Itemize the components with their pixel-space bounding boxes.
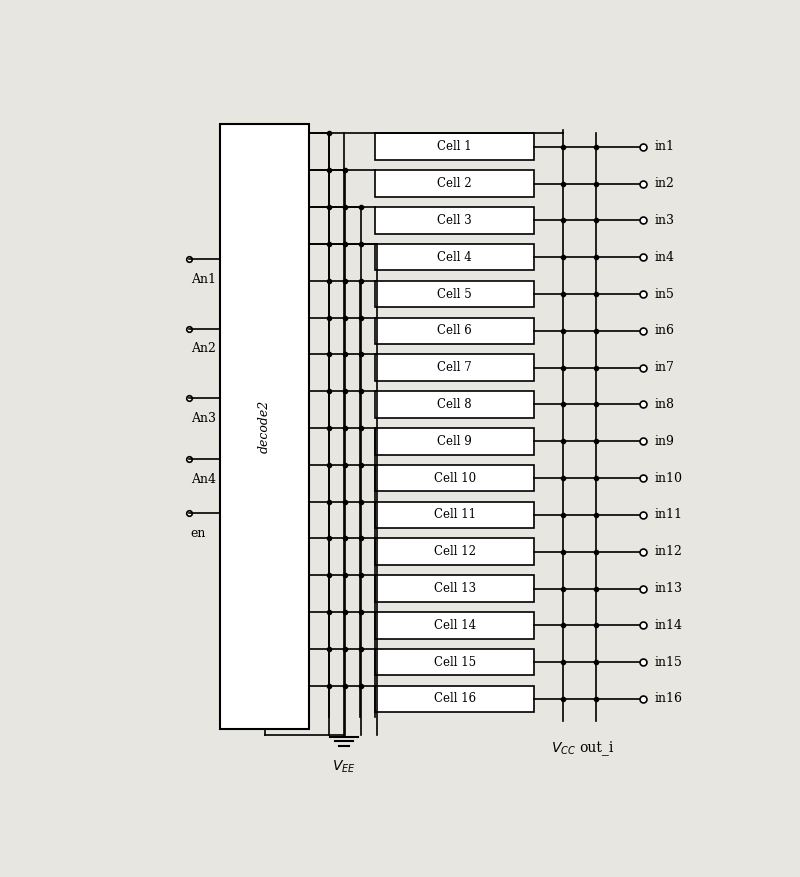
Bar	[375, 281, 534, 307]
Bar	[375, 170, 534, 196]
Bar	[375, 317, 534, 344]
Text: in7: in7	[654, 361, 674, 374]
Text: in9: in9	[654, 435, 674, 448]
Text: $\mathit{V}_{CC}$: $\mathit{V}_{CC}$	[551, 740, 576, 757]
Bar	[375, 428, 534, 454]
Text: Cell 1: Cell 1	[438, 140, 472, 153]
Bar	[375, 354, 534, 381]
Text: in16: in16	[654, 693, 682, 705]
Text: Cell 14: Cell 14	[434, 619, 476, 631]
Bar	[375, 502, 534, 528]
Text: An3: An3	[190, 411, 216, 424]
Bar	[375, 244, 534, 270]
Bar	[375, 538, 534, 565]
Text: Cell 16: Cell 16	[434, 693, 476, 705]
Text: in8: in8	[654, 398, 674, 411]
Text: in13: in13	[654, 582, 682, 595]
Text: Cell 12: Cell 12	[434, 545, 475, 559]
Text: in11: in11	[654, 509, 682, 522]
Text: in6: in6	[654, 324, 674, 338]
Text: Cell 6: Cell 6	[437, 324, 472, 338]
Text: $\mathit{V}_{EE}$: $\mathit{V}_{EE}$	[332, 759, 356, 774]
Bar	[375, 575, 534, 602]
Text: en: en	[190, 527, 206, 540]
Text: Cell 5: Cell 5	[437, 288, 472, 301]
Text: in12: in12	[654, 545, 682, 559]
Text: Cell 11: Cell 11	[434, 509, 475, 522]
Bar	[375, 133, 534, 160]
Text: Cell 3: Cell 3	[437, 214, 472, 227]
Text: in4: in4	[654, 251, 674, 264]
Text: decode2: decode2	[258, 400, 271, 453]
Bar	[375, 612, 534, 638]
Bar	[375, 207, 534, 233]
Text: in5: in5	[654, 288, 674, 301]
Text: An1: An1	[190, 273, 216, 286]
Bar	[375, 686, 534, 712]
Text: An2: An2	[190, 342, 215, 355]
Text: in15: in15	[654, 656, 682, 668]
Text: in3: in3	[654, 214, 674, 227]
Text: in2: in2	[654, 177, 674, 190]
Text: out_i: out_i	[579, 740, 613, 755]
Text: in1: in1	[654, 140, 674, 153]
Bar	[375, 391, 534, 417]
Text: Cell 9: Cell 9	[437, 435, 472, 448]
Text: Cell 4: Cell 4	[437, 251, 472, 264]
Text: Cell 2: Cell 2	[438, 177, 472, 190]
Text: Cell 10: Cell 10	[434, 472, 476, 485]
Bar	[220, 125, 310, 729]
Text: Cell 13: Cell 13	[434, 582, 476, 595]
Text: in10: in10	[654, 472, 682, 485]
Bar	[375, 465, 534, 491]
Text: Cell 7: Cell 7	[437, 361, 472, 374]
Text: Cell 8: Cell 8	[438, 398, 472, 411]
Text: Cell 15: Cell 15	[434, 656, 476, 668]
Bar	[375, 649, 534, 675]
Text: in14: in14	[654, 619, 682, 631]
Text: An4: An4	[190, 474, 216, 487]
